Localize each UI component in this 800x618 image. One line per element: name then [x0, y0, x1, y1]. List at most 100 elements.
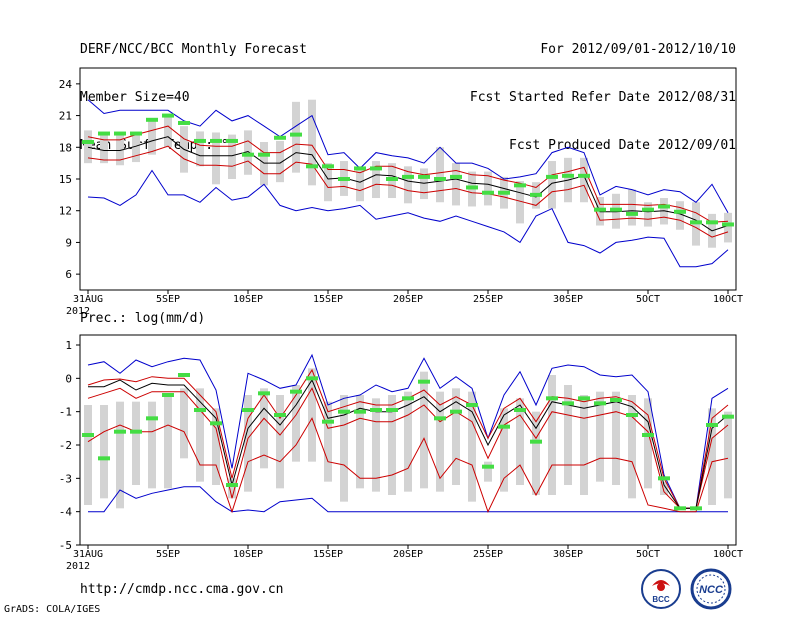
obs-marker [306, 376, 318, 381]
obs-marker [546, 174, 558, 179]
chart-panel-temperature: 24 21 18 15 12 9 6 31AUG 5SEP 10SEP 15SEP 20SEP 25SE… [59, 67, 743, 317]
y-tick-label: -1 [59, 406, 72, 419]
obs-marker [626, 211, 638, 216]
x-tick-label: 20SEP [393, 294, 423, 305]
ensemble-box [212, 132, 220, 185]
y-tick-label: 9 [65, 236, 72, 249]
ensemble-box [196, 131, 204, 167]
obs-marker [146, 416, 158, 421]
obs-marker [178, 120, 190, 125]
obs-marker [434, 177, 446, 181]
ensemble-box [708, 408, 716, 505]
ensemble-box [292, 385, 300, 462]
obs-marker [706, 220, 718, 225]
ensemble-box [260, 142, 268, 186]
bcc-logo-icon: BCC [641, 569, 681, 609]
obs-marker [146, 117, 158, 122]
ensemble-box [548, 161, 556, 209]
obs-marker [402, 396, 414, 401]
obs-marker [626, 413, 638, 417]
y-tick-label: -5 [59, 539, 72, 552]
obs-marker [322, 419, 334, 424]
member-size: Member Size=40 [80, 90, 190, 105]
ensemble-box [724, 212, 732, 243]
envelope-max-line [87, 99, 729, 214]
obs-marker [370, 408, 382, 412]
y-tick-label: 12 [59, 205, 72, 218]
obs-marker [226, 483, 238, 487]
obs-marker [482, 464, 494, 469]
y-tick-label: 1 [65, 339, 72, 352]
ensemble-box [356, 395, 364, 489]
obs-marker [82, 140, 94, 144]
bcc-logo-text: BCC [652, 595, 670, 604]
y-tick-label: 24 [59, 78, 73, 91]
obs-marker [194, 408, 206, 412]
spread-upper-line [87, 125, 729, 223]
x-tick-label: 30SEP [553, 549, 583, 560]
obs-marker [466, 185, 478, 190]
obs-marker [546, 396, 558, 401]
precip-panel-title: Prec.: log(mm/d) [80, 311, 205, 326]
x-tick-label: 5SEP [156, 549, 180, 560]
obs-marker [98, 456, 110, 461]
ensemble-box [484, 171, 492, 206]
spread-lower-line [87, 387, 729, 509]
obs-marker [610, 207, 622, 212]
ensemble-box [388, 395, 396, 495]
ensemble-box [548, 375, 556, 495]
obs-marker [498, 190, 510, 195]
ensemble-box [196, 388, 204, 482]
ensemble-box [404, 391, 412, 492]
ensemble-box [308, 99, 316, 186]
x-tick-label: 31AUG [73, 549, 103, 560]
x-tick-label: 5SEP [156, 294, 180, 305]
obs-marker [386, 408, 398, 412]
ensemble-box [564, 385, 572, 485]
ensemble-box [372, 398, 380, 492]
obs-marker [130, 429, 142, 434]
envelope-min-line [88, 486, 728, 513]
obs-marker [450, 174, 462, 179]
x-tick-label: 10SEP [233, 549, 263, 560]
ensemble-box [116, 401, 124, 509]
x-tick-label: 15SEP [313, 294, 343, 305]
obs-marker [354, 166, 366, 171]
obs-marker [194, 138, 206, 143]
obs-marker [658, 204, 670, 209]
header-right: For 2012/09/01-2012/10/10 Fcst Started R… [470, 10, 736, 170]
obs-marker [562, 173, 574, 178]
ncc-logo-icon: NCC [690, 568, 732, 610]
envelope-max-line [87, 353, 729, 509]
ncc-logo-text: NCC [699, 584, 724, 596]
obs-marker [210, 421, 222, 426]
ensemble-box [372, 161, 380, 199]
footer-url[interactable]: http://cmdp.ncc.cma.gov.cn [80, 582, 284, 597]
ensemble-box [420, 168, 428, 200]
obs-marker [706, 423, 718, 427]
ensemble-box [484, 461, 492, 482]
x-tick-label: 10OCT [713, 294, 743, 305]
obs-marker [258, 152, 270, 157]
ensemble-box [116, 132, 124, 166]
obs-marker [258, 391, 270, 396]
spread-lower2-line [87, 417, 729, 514]
ensemble-box [212, 408, 220, 485]
ensemble-box [228, 134, 236, 179]
ensemble-box [660, 481, 668, 495]
obs-marker [578, 173, 590, 178]
ensemble-box [660, 198, 668, 225]
x-tick-label: 15SEP [313, 549, 343, 560]
ensemble-box [132, 132, 140, 163]
ensemble-box [676, 201, 684, 230]
y-tick-label: 15 [59, 173, 72, 186]
obs-marker [722, 222, 734, 227]
forecast-started: Fcst Started Refer Date 2012/08/31 [469, 90, 736, 105]
spread-lower-line [87, 145, 729, 238]
ensemble-box [340, 395, 348, 502]
ensemble-box [452, 163, 460, 206]
ensemble-box [516, 181, 524, 224]
obs-marker [98, 131, 110, 136]
obs-marker [354, 409, 366, 414]
